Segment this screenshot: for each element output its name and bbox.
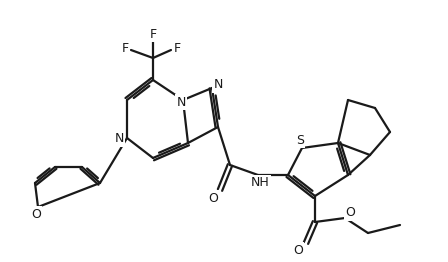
Text: O: O [31, 208, 41, 221]
Text: N: N [213, 79, 223, 91]
Text: F: F [121, 42, 129, 56]
Text: F: F [173, 42, 181, 56]
Text: O: O [345, 206, 355, 220]
Text: NH: NH [250, 177, 269, 189]
Text: N: N [177, 96, 185, 108]
Text: F: F [150, 28, 156, 41]
Text: O: O [208, 192, 218, 205]
Text: S: S [296, 134, 304, 146]
Text: O: O [293, 243, 303, 256]
Text: N: N [114, 133, 124, 145]
